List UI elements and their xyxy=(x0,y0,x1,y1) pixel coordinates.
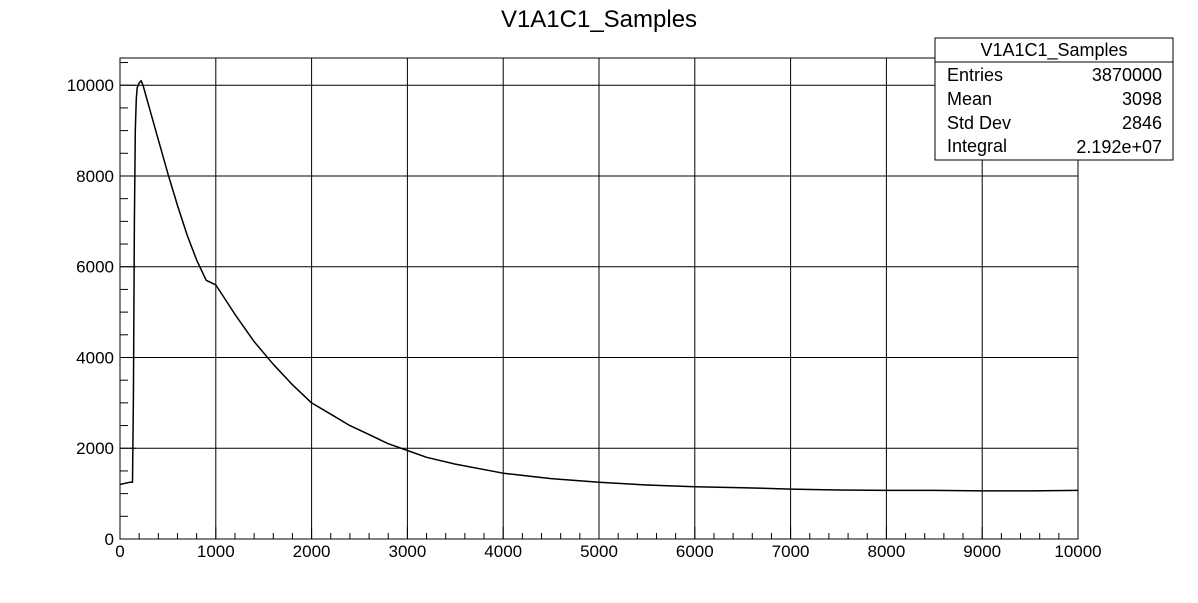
series-layer xyxy=(119,79,1079,492)
x-tick-label: 6000 xyxy=(676,542,714,561)
y-tick-label: 6000 xyxy=(76,258,114,277)
stats-value-integral: 2.192e+07 xyxy=(1076,137,1162,157)
y-tick-label: 4000 xyxy=(76,348,114,367)
x-tick-label: 4000 xyxy=(484,542,522,561)
stats-label-integral: Integral xyxy=(947,136,1007,156)
stats-label-std-dev: Std Dev xyxy=(947,113,1011,133)
stats-label-mean: Mean xyxy=(947,89,992,109)
x-tick-label: 7000 xyxy=(772,542,810,561)
x-tick-label: 5000 xyxy=(580,542,618,561)
stats-box-title: V1A1C1_Samples xyxy=(980,40,1127,61)
y-tick-label: 2000 xyxy=(76,439,114,458)
x-tick-label: 2000 xyxy=(293,542,331,561)
x-tick-label: 9000 xyxy=(963,542,1001,561)
y-tick-label: 0 xyxy=(105,530,114,549)
y-tick-label: 8000 xyxy=(76,167,114,186)
stats-label-entries: Entries xyxy=(947,65,1003,85)
stats-value-mean: 3098 xyxy=(1122,89,1162,109)
x-tick-label: 10000 xyxy=(1054,542,1101,561)
y-tick-label: 10000 xyxy=(67,76,114,95)
x-tick-label: 1000 xyxy=(197,542,235,561)
stats-box: V1A1C1_Samples Entries 3870000 Mean 3098… xyxy=(934,37,1174,161)
chart-title: V1A1C1_Samples xyxy=(501,6,697,33)
x-tick-label: 3000 xyxy=(388,542,426,561)
stats-value-entries: 3870000 xyxy=(1092,65,1162,85)
grid-layer xyxy=(120,58,1079,539)
stats-value-std-dev: 2846 xyxy=(1122,113,1162,133)
x-tick-label: 8000 xyxy=(867,542,905,561)
stats-box-frame xyxy=(934,37,1174,161)
series-line xyxy=(119,79,1079,492)
x-tick-label: 0 xyxy=(115,542,124,561)
axes-layer: 0 1000 2000 3000 4000 5000 6000 7000 8000 9000 100… xyxy=(67,57,1102,561)
